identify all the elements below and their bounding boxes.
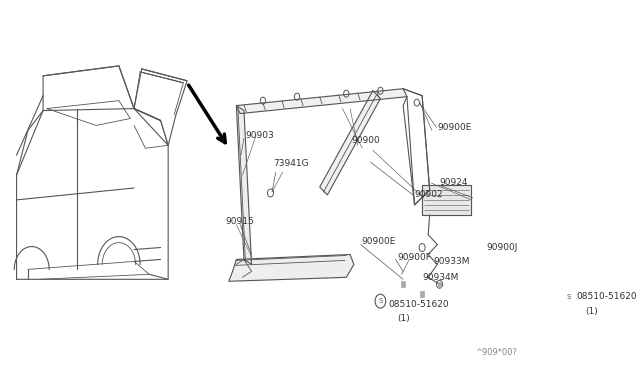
Bar xyxy=(438,282,442,287)
Text: 90900J: 90900J xyxy=(486,243,518,252)
Polygon shape xyxy=(320,91,380,195)
Text: ^909*00?: ^909*00? xyxy=(475,348,517,357)
Text: 90903: 90903 xyxy=(246,131,274,140)
Polygon shape xyxy=(229,254,354,281)
Text: 90900E: 90900E xyxy=(437,123,472,132)
Text: 90900F: 90900F xyxy=(398,253,432,262)
Text: 73941G: 73941G xyxy=(273,159,308,168)
Text: 08510-51620: 08510-51620 xyxy=(576,292,637,301)
Text: (1): (1) xyxy=(397,314,410,324)
Text: 90900: 90900 xyxy=(351,136,380,145)
Text: 90902: 90902 xyxy=(415,190,443,199)
Bar xyxy=(401,281,405,287)
Text: 90934M: 90934M xyxy=(422,273,458,282)
Polygon shape xyxy=(236,106,252,264)
Text: 90900E: 90900E xyxy=(362,237,396,246)
Text: (1): (1) xyxy=(585,307,598,315)
Text: 90924: 90924 xyxy=(440,177,468,186)
Bar xyxy=(420,291,424,297)
Polygon shape xyxy=(422,185,472,215)
Text: 90915: 90915 xyxy=(225,217,254,226)
Text: S: S xyxy=(566,294,571,300)
Text: 08510-51620: 08510-51620 xyxy=(388,299,449,309)
Polygon shape xyxy=(236,89,407,113)
Text: S: S xyxy=(378,298,383,304)
Text: 90933M: 90933M xyxy=(433,257,470,266)
